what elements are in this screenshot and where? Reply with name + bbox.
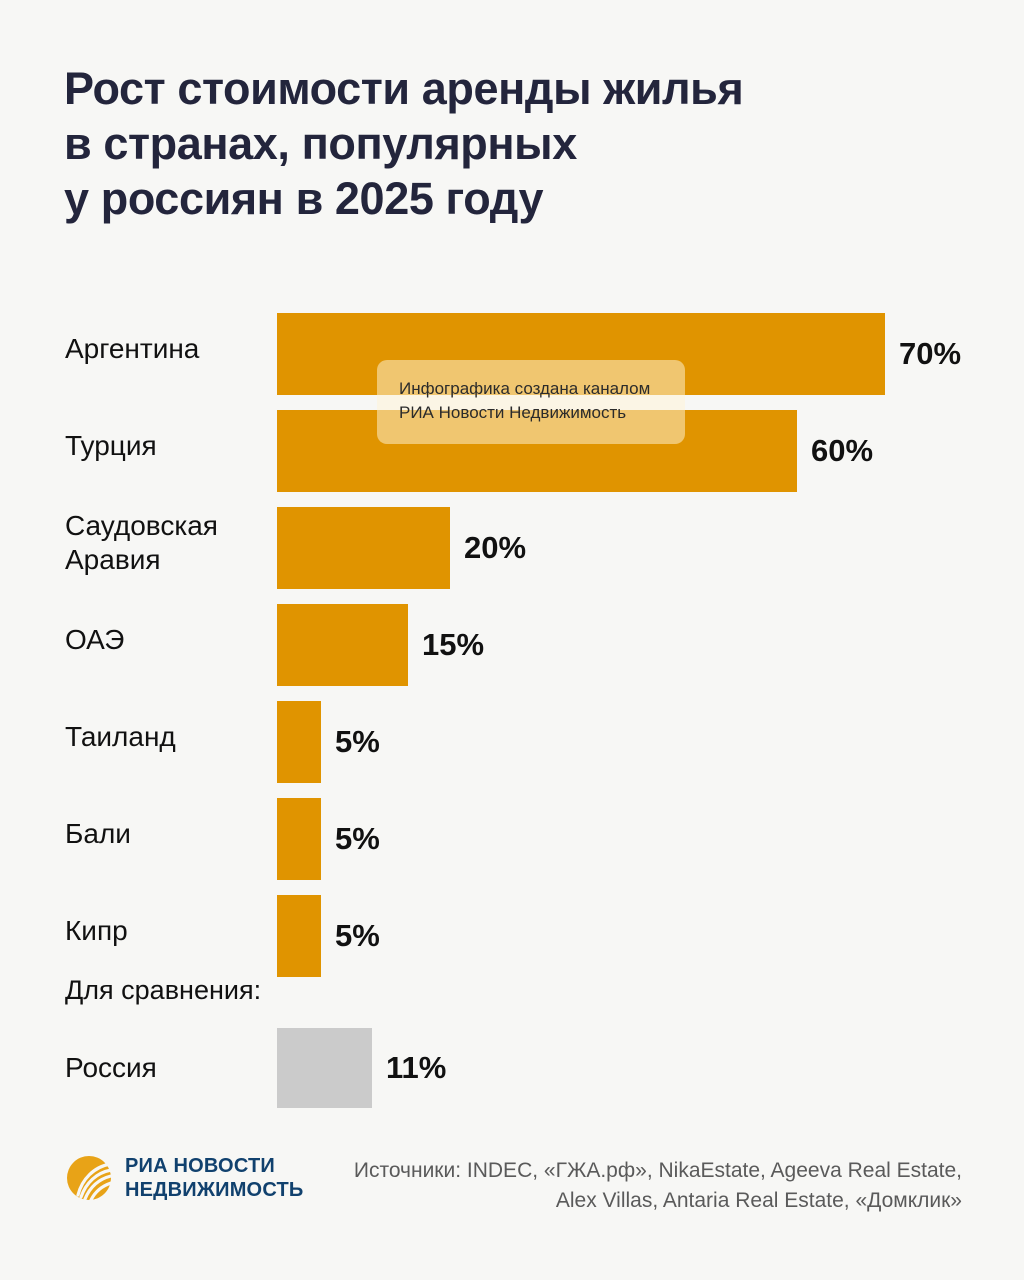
bar-fill [277, 410, 797, 492]
bar-group: 70% [277, 313, 961, 395]
bar-group: 60% [277, 410, 873, 492]
bar-fill [277, 1028, 372, 1108]
sources-text: Источники: INDEC, «ГЖА.рф», NikaEstate, … [353, 1159, 962, 1213]
bar-group: 5% [277, 895, 380, 977]
bar-category-label: ОАЭ [65, 623, 125, 655]
bar-value-label: 70% [899, 336, 962, 371]
bar-fill [277, 507, 450, 589]
chart-row-1: Турция 60% [0, 397, 1024, 494]
bar-fill [277, 313, 885, 395]
bar-group: 11% [277, 1028, 446, 1108]
bar-group: 5% [277, 798, 380, 880]
chart-row-2: Саудовская Аравия 20% [0, 494, 1024, 591]
bar-category-label: Турция [65, 429, 157, 461]
bar-value-label: 5% [335, 724, 380, 759]
bar-value-label: 60% [811, 433, 874, 468]
chart-row-5: Бали 5% [0, 785, 1024, 882]
ria-globe-icon [66, 1155, 113, 1202]
chart-row-0: Аргентина 70% [0, 300, 1024, 397]
bar-group: 15% [277, 604, 484, 686]
bar-group: 5% [277, 701, 380, 783]
bar-fill [277, 701, 321, 783]
chart-row-comparison: Россия 11% [0, 1023, 1024, 1113]
ria-logo: РИА НОВОСТИ НЕДВИЖИМОСТЬ [66, 1154, 303, 1203]
comparison-note: Для сравнения: [65, 975, 262, 1005]
bar-value-label: 15% [422, 627, 485, 662]
bar-group: 20% [277, 507, 526, 589]
bar-chart: Аргентина 70% Турция 60% Саудовская Арав… [0, 300, 1024, 979]
bar-fill [277, 604, 408, 686]
chart-row-3: ОАЭ 15% [0, 591, 1024, 688]
bar-category-label: Таиланд [65, 720, 176, 752]
page-title: Рост стоимости аренды жилья в странах, п… [64, 63, 744, 224]
bar-value-label: 5% [335, 821, 380, 856]
footer: РИА НОВОСТИ НЕДВИЖИМОСТЬ Источники: INDE… [0, 1148, 1024, 1248]
bar-fill [277, 798, 321, 880]
bar-category-label: Бали [65, 817, 131, 849]
bar-value-label: 20% [464, 530, 527, 565]
bar-category-label: Саудовская Аравия [65, 510, 218, 575]
chart-row-6: Кипр 5% [0, 882, 1024, 979]
bar-category-label: Кипр [65, 914, 128, 946]
chart-row-4: Таиланд 5% [0, 688, 1024, 785]
bar-category-label: Аргентина [65, 332, 200, 364]
bar-category-label: Россия [65, 1052, 157, 1084]
ria-logo-text: РИА НОВОСТИ НЕДВИЖИМОСТЬ [125, 1155, 304, 1202]
bar-fill [277, 895, 321, 977]
bar-value-label: 5% [335, 918, 380, 953]
bar-value-label: 11% [386, 1050, 447, 1085]
